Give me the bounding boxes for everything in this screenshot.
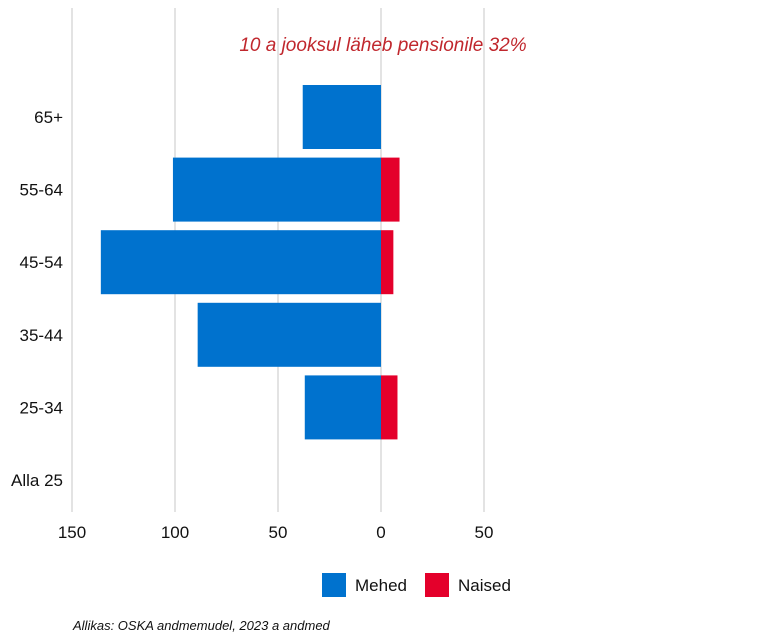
bar-naised-55-64 [381,157,400,222]
legend-label-naised: Naised [458,576,511,595]
chart-annotation: 10 a jooksul läheb pensionile 32% [239,35,526,56]
bar-naised-45-54 [381,230,394,295]
y-tick-label: 45-54 [20,253,63,272]
legend: Mehed Naised [322,573,511,597]
y-tick-label: 55-64 [20,181,63,200]
x-tick-label: 0 [376,523,385,542]
bars [100,85,400,440]
x-axis-labels: 150 100 50 0 50 [58,523,494,542]
legend-swatch-mehed [322,573,346,597]
bar-mehed-45-54 [100,230,381,295]
y-tick-label: 25-34 [20,398,63,417]
legend-label-mehed: Mehed [355,576,407,595]
bar-mehed-55-64 [172,157,381,222]
bar-mehed-65+ [302,85,381,149]
y-tick-label: 65+ [34,108,63,127]
source-note: Allikas: OSKA andmemudel, 2023 a andmed [72,618,331,633]
legend-swatch-naised [425,573,449,597]
x-tick-label: 100 [161,523,189,542]
y-axis-labels: Alla 25 25-34 35-44 45-54 55-64 65+ [11,108,63,490]
x-tick-label: 50 [475,523,494,542]
bar-mehed-25-34 [304,375,381,440]
bar-mehed-35-44 [197,302,381,367]
y-tick-label: 35-44 [20,326,63,345]
x-tick-label: 150 [58,523,86,542]
y-tick-label: Alla 25 [11,471,63,490]
bar-naised-25-34 [381,375,398,440]
x-tick-label: 50 [269,523,288,542]
